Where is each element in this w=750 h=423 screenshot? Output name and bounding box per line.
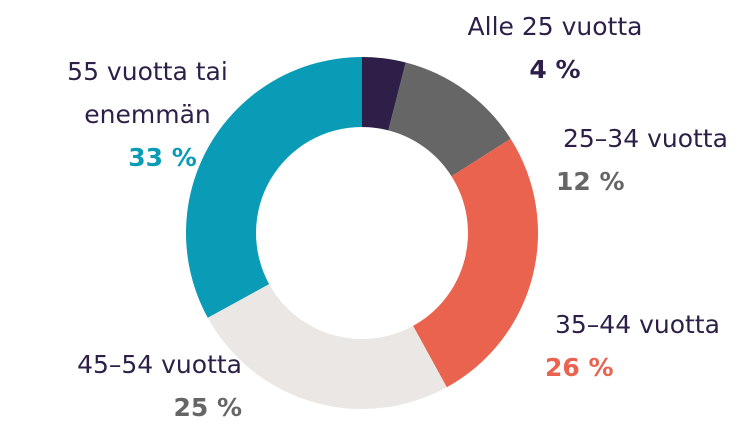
slice bbox=[185, 57, 362, 318]
slice-label: 45–54 vuotta 25 % bbox=[10, 343, 242, 423]
category-name: Alle 25 vuotta bbox=[467, 12, 643, 41]
slice-label: 55 vuotta tai enemmän 33 % bbox=[40, 50, 255, 179]
category-name: 45–54 vuotta bbox=[77, 350, 242, 379]
category-name: 35–44 vuotta bbox=[555, 310, 720, 339]
slice bbox=[413, 138, 539, 388]
value-label: 12 % bbox=[556, 167, 625, 196]
category-name: 55 vuotta tai enemmän bbox=[67, 57, 228, 129]
slice-label: 25–34 vuotta 12 % bbox=[556, 117, 750, 203]
slice-label: Alle 25 vuotta 4 % bbox=[420, 5, 690, 91]
value-label: 4 % bbox=[529, 55, 581, 84]
value-label: 33 % bbox=[128, 143, 197, 172]
category-name: 25–34 vuotta bbox=[563, 124, 728, 153]
value-label: 25 % bbox=[173, 393, 242, 422]
slice-label: 35–44 vuotta 26 % bbox=[545, 303, 745, 389]
slice bbox=[388, 62, 511, 177]
slice bbox=[362, 57, 406, 131]
slice bbox=[207, 284, 447, 410]
value-label: 26 % bbox=[545, 353, 614, 382]
